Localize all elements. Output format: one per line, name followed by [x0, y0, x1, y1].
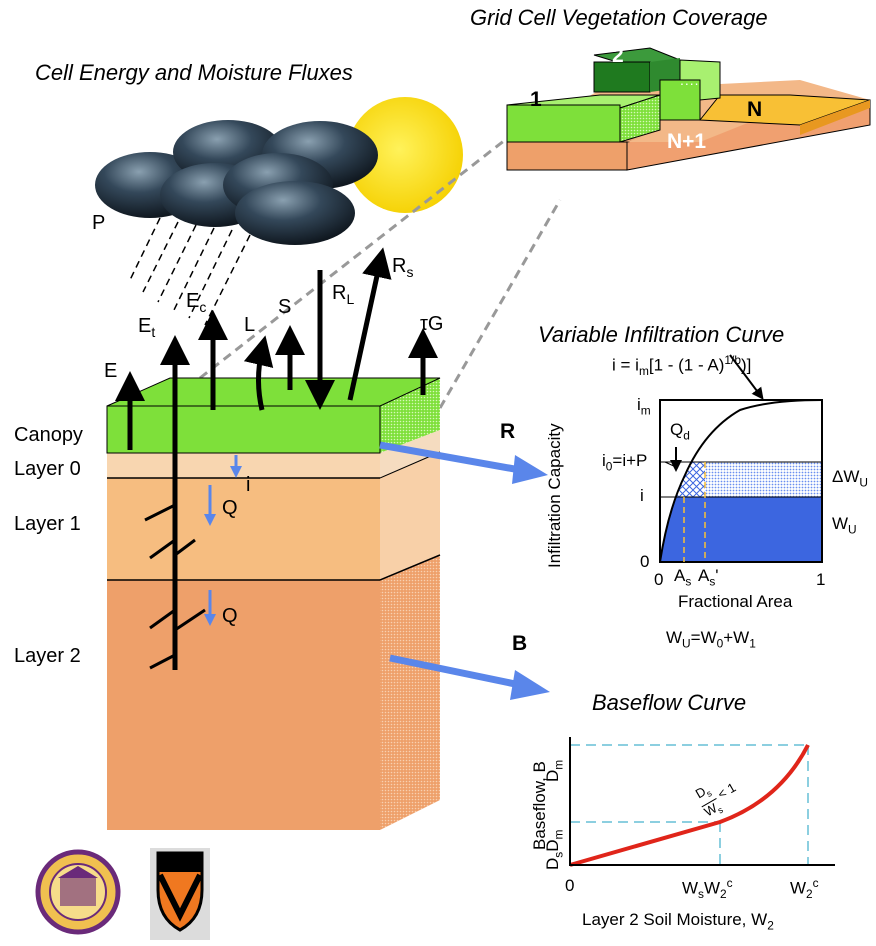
infiltration-xlabel: Fractional Area	[678, 592, 793, 611]
drainage-arrows	[204, 455, 242, 626]
vegetation-title: Grid Cell Vegetation Coverage	[470, 5, 768, 30]
tile-dots-label: ....	[680, 72, 700, 88]
longwave-radiation-label: RL	[332, 282, 355, 307]
berkeley-seal	[35, 849, 121, 935]
vegetation-tiles	[506, 47, 871, 171]
soil-column	[106, 377, 441, 830]
layer2-label: Layer 2	[14, 645, 81, 667]
im-label: im	[637, 395, 651, 418]
runoff-r-label: R	[500, 420, 516, 443]
tile-2-label: 2	[612, 44, 624, 67]
transpiration-label: Et	[138, 315, 156, 340]
infil-one-x: 1	[816, 570, 826, 589]
infiltration-equation: i = im[1 - (1 - A)1/b)]	[612, 353, 752, 379]
canopy-evaporation-label: Ec	[186, 290, 207, 315]
infiltration-chart	[659, 354, 823, 563]
shortwave-radiation-label: Rs	[392, 255, 414, 280]
sun	[347, 97, 463, 213]
tile-n1-label: N+1	[667, 130, 707, 153]
i-level-label: i	[640, 486, 644, 505]
layer1-label: Layer 1	[14, 513, 81, 535]
drainage-q1-label: Q	[222, 497, 238, 519]
runoff-arrows	[379, 441, 550, 700]
infiltration-i-label: i	[246, 474, 251, 496]
energy-title: Cell Energy and Moisture Fluxes	[35, 60, 353, 85]
delta-wu-label: ΔWU	[832, 467, 868, 490]
drainage-q2-label: Q	[222, 605, 238, 627]
clouds	[95, 120, 378, 245]
layer0-label: Layer 0	[14, 458, 81, 480]
baseflow-zero: 0	[565, 876, 575, 895]
i0-label: i0=i+P	[602, 451, 648, 474]
infiltration-title: Variable Infiltration Curve	[538, 322, 785, 347]
as-label: As	[674, 566, 692, 589]
baseflow-xlabel: Layer 2 Soil Moisture, W2	[582, 910, 774, 933]
precipitation-label: P	[92, 212, 106, 234]
latent-heat-label: L	[244, 314, 256, 336]
tile-1-label: 1	[530, 88, 542, 111]
sensible-heat-label: S	[278, 296, 292, 318]
flux-arrows	[115, 247, 438, 670]
princeton-shield	[150, 848, 210, 940]
dm-label: Dm	[543, 759, 566, 782]
wu-label: WU	[832, 514, 857, 537]
baseflow-b-label: B	[512, 632, 528, 655]
wsw2c-label: WsW2c	[682, 876, 733, 902]
infiltration-ylabel: Infiltration Capacity	[545, 423, 564, 568]
evaporation-label: E	[104, 360, 118, 382]
infil-zero-x: 0	[654, 570, 664, 589]
ground-heat-label: τG	[420, 313, 444, 335]
qd-label: Qd	[670, 420, 690, 443]
baseflow-chart	[569, 737, 835, 867]
rain-lines	[129, 217, 251, 326]
canopy-label: Canopy	[14, 424, 83, 446]
w2c-label: W2c	[790, 876, 819, 902]
baseflow-title: Baseflow Curve	[592, 690, 747, 715]
tile-n-label: N	[747, 98, 763, 121]
water-balance-equation: WU=W0+W1	[666, 628, 756, 651]
infil-zero-y: 0	[640, 552, 650, 571]
dsdm-label: DsDm	[543, 829, 566, 870]
as-prime-label: As'	[698, 566, 719, 589]
